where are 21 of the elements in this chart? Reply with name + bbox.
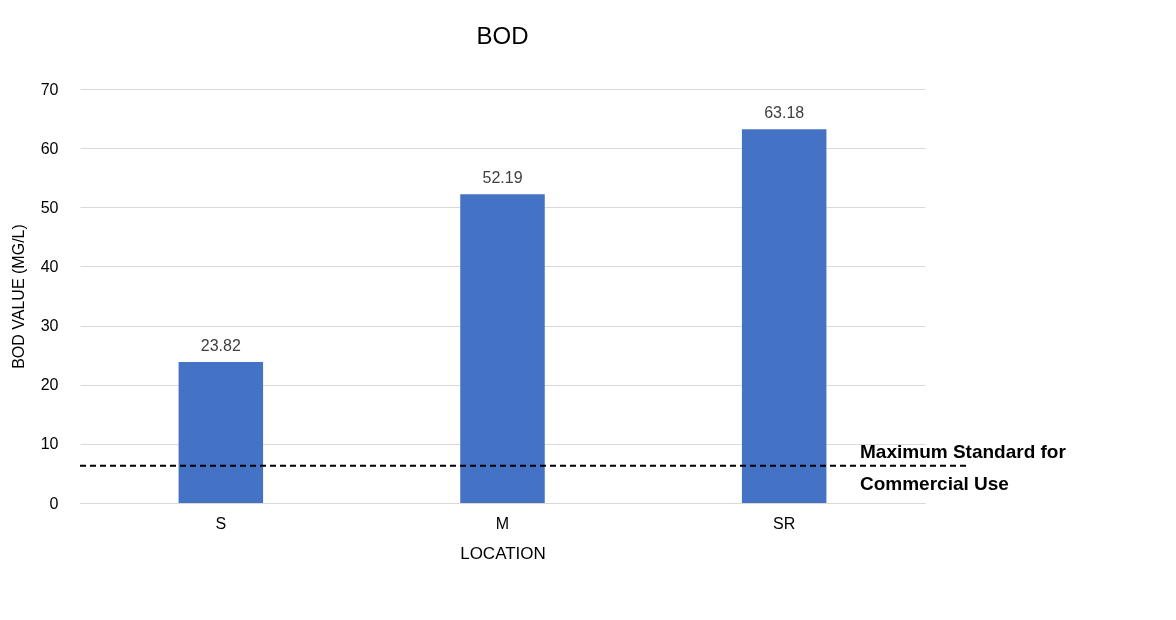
data-label: 63.18 xyxy=(764,104,805,122)
x-tick-label: M xyxy=(495,514,510,532)
x-axis-title: LOCATION xyxy=(460,543,546,563)
data-label: 23.82 xyxy=(200,337,241,355)
bar xyxy=(741,129,827,503)
y-tick-label: 10 xyxy=(40,435,59,453)
chart-title: BOD xyxy=(476,22,529,49)
y-tick-label: 20 xyxy=(40,376,59,394)
y-tick-label: 30 xyxy=(40,317,59,335)
ref-line-label: Maximum Standard for Commercial Use xyxy=(860,440,1067,494)
bar xyxy=(460,194,545,503)
x-tick-label: S xyxy=(215,514,227,532)
y-axis-title: BOD VALUE (MG/L) xyxy=(9,224,27,369)
bar xyxy=(178,362,264,503)
y-tick-label: 0 xyxy=(49,494,59,512)
x-tick-label: SR xyxy=(773,514,796,532)
y-tick-label: 50 xyxy=(40,198,59,216)
y-tick-label: 60 xyxy=(40,139,59,157)
y-tick-label: 70 xyxy=(40,80,59,98)
data-label: 52.19 xyxy=(482,169,523,187)
y-tick-label: 40 xyxy=(40,257,59,275)
